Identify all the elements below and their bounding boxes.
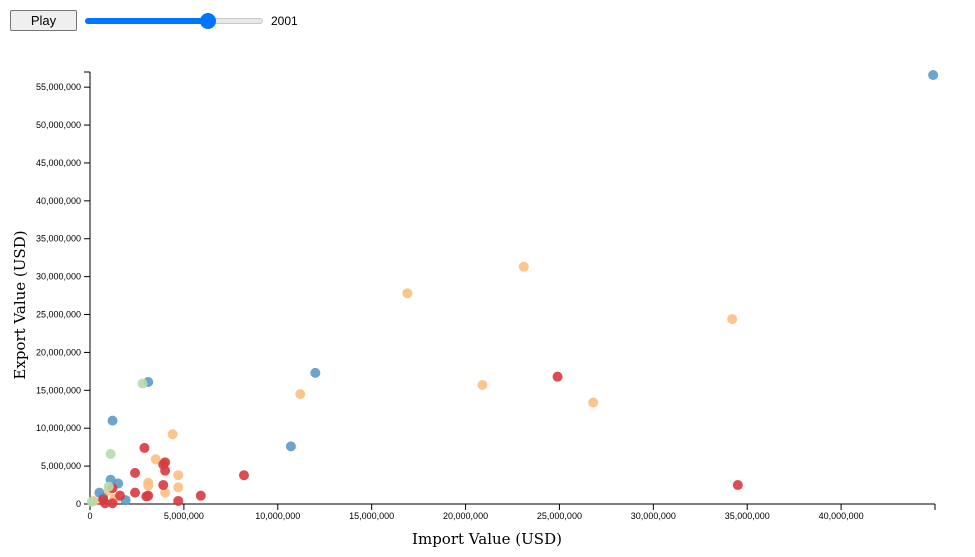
data-point[interactable] (105, 448, 116, 459)
data-point[interactable] (402, 288, 413, 299)
data-point[interactable] (928, 70, 939, 81)
data-point[interactable] (158, 480, 169, 491)
y-axis: 0 5,000,000 10,000,000 15,000,000 20,000,000… (36, 71, 91, 509)
data-point[interactable] (143, 480, 154, 491)
data-point[interactable] (103, 481, 114, 492)
y-tick-label: 20,000,000 (36, 347, 81, 357)
data-points (86, 70, 939, 509)
y-tick-label: 35,000,000 (36, 234, 81, 244)
data-point[interactable] (160, 487, 171, 498)
year-slider-thumb[interactable] (199, 13, 216, 29)
data-point[interactable] (727, 314, 738, 325)
data-point[interactable] (295, 389, 306, 400)
data-point[interactable] (115, 490, 126, 501)
y-tick-label: 45,000,000 (36, 158, 81, 168)
x-tick-label: 5,000,000 (164, 511, 204, 521)
x-tick-label: 15,000,000 (349, 511, 394, 521)
data-point[interactable] (150, 454, 161, 465)
data-point[interactable] (100, 498, 111, 509)
data-point[interactable] (238, 470, 249, 481)
x-tick-label: 30,000,000 (631, 511, 676, 521)
data-point[interactable] (137, 378, 148, 389)
y-tick-label: 25,000,000 (36, 310, 81, 320)
playback-controls: Play 2001 (10, 10, 410, 31)
data-point[interactable] (195, 490, 206, 501)
data-point[interactable] (477, 380, 488, 391)
x-tick-label: 35,000,000 (725, 511, 770, 521)
y-tick-label: 40,000,000 (36, 196, 81, 206)
y-tick-label: 15,000,000 (36, 385, 81, 395)
year-label: 2001 (271, 14, 298, 28)
data-point[interactable] (552, 371, 563, 382)
data-point[interactable] (167, 429, 178, 440)
x-tick-label: 20,000,000 (443, 511, 488, 521)
y-tick-label: 50,000,000 (36, 120, 81, 130)
y-tick-label: 30,000,000 (36, 272, 81, 282)
data-point[interactable] (173, 470, 184, 481)
data-point[interactable] (107, 415, 118, 426)
data-point[interactable] (173, 495, 184, 506)
x-tick-label: 40,000,000 (819, 511, 864, 521)
data-point[interactable] (141, 491, 152, 502)
y-tick-label: 0 (76, 499, 81, 509)
data-point[interactable] (588, 397, 599, 408)
data-point[interactable] (107, 498, 118, 509)
year-slider-fill (85, 18, 208, 24)
data-point[interactable] (518, 261, 529, 272)
data-point[interactable] (285, 441, 296, 452)
data-point[interactable] (732, 480, 743, 491)
data-point[interactable] (130, 467, 141, 478)
data-point[interactable] (130, 487, 141, 498)
y-tick-label: 10,000,000 (36, 423, 81, 433)
y-tick-label: 5,000,000 (41, 461, 81, 471)
x-tick-label: 0 (87, 511, 92, 521)
y-tick-label: 55,000,000 (36, 82, 81, 92)
data-point[interactable] (160, 465, 171, 476)
y-axis-title: Export Value (USD) (11, 230, 29, 379)
data-point[interactable] (139, 442, 150, 453)
x-axis-title: Import Value (USD) (412, 530, 562, 548)
x-tick-label: 25,000,000 (537, 511, 582, 521)
play-button[interactable]: Play (10, 10, 77, 31)
data-point[interactable] (310, 367, 321, 378)
year-slider[interactable] (85, 13, 263, 29)
data-point[interactable] (86, 496, 97, 507)
data-point[interactable] (173, 482, 184, 493)
x-tick-label: 10,000,000 (255, 511, 300, 521)
x-axis: 0 5,000,000 10,000,000 15,000,000 20,000,000… (87, 503, 936, 521)
